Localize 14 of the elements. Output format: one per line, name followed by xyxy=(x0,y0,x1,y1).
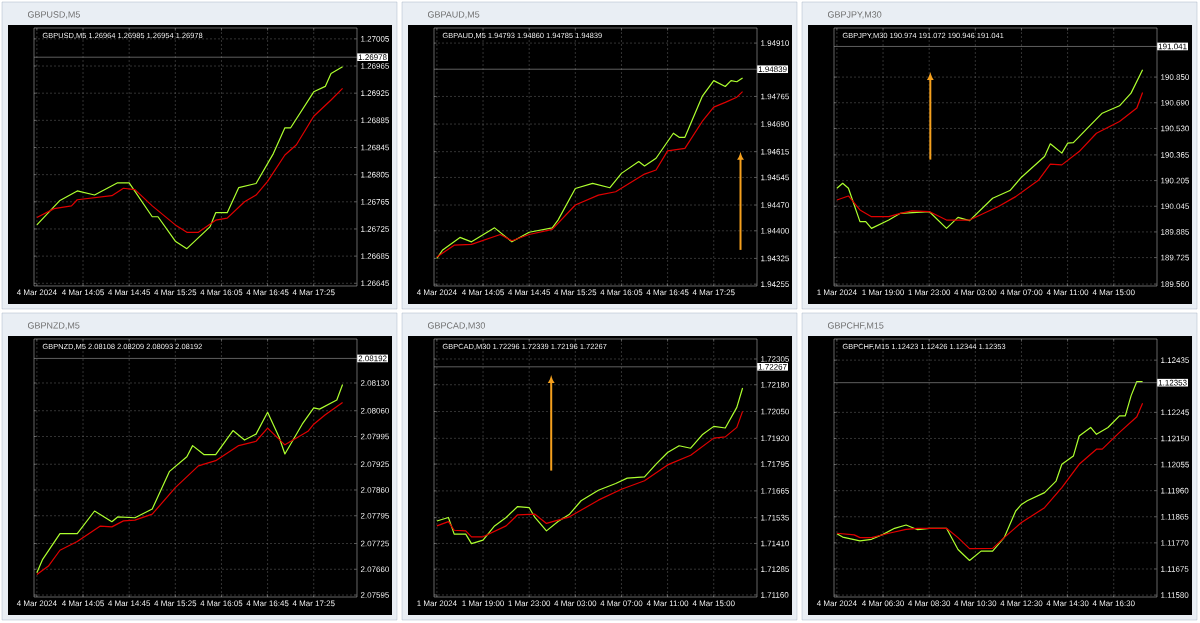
chart-subtitle: GBPNZD,M5 xyxy=(27,322,80,330)
line-series xyxy=(36,66,344,250)
line-series xyxy=(836,91,1144,221)
line-series xyxy=(836,69,1144,229)
line-series xyxy=(836,380,1144,562)
chart-subtitle: GBPUSD,M5 xyxy=(27,11,80,19)
chart-subtitle: GBPCAD,M30 xyxy=(427,322,485,330)
chart-subtitle: GBPAUD,M5 xyxy=(427,11,480,19)
line-series xyxy=(836,402,1144,550)
line-series xyxy=(36,87,344,233)
chart-subtitle: GBPJPY,M30 xyxy=(827,11,882,19)
line-series xyxy=(436,410,744,538)
chart-subtitle: GBPCHF,M15 xyxy=(827,322,884,330)
line-series xyxy=(436,387,744,545)
